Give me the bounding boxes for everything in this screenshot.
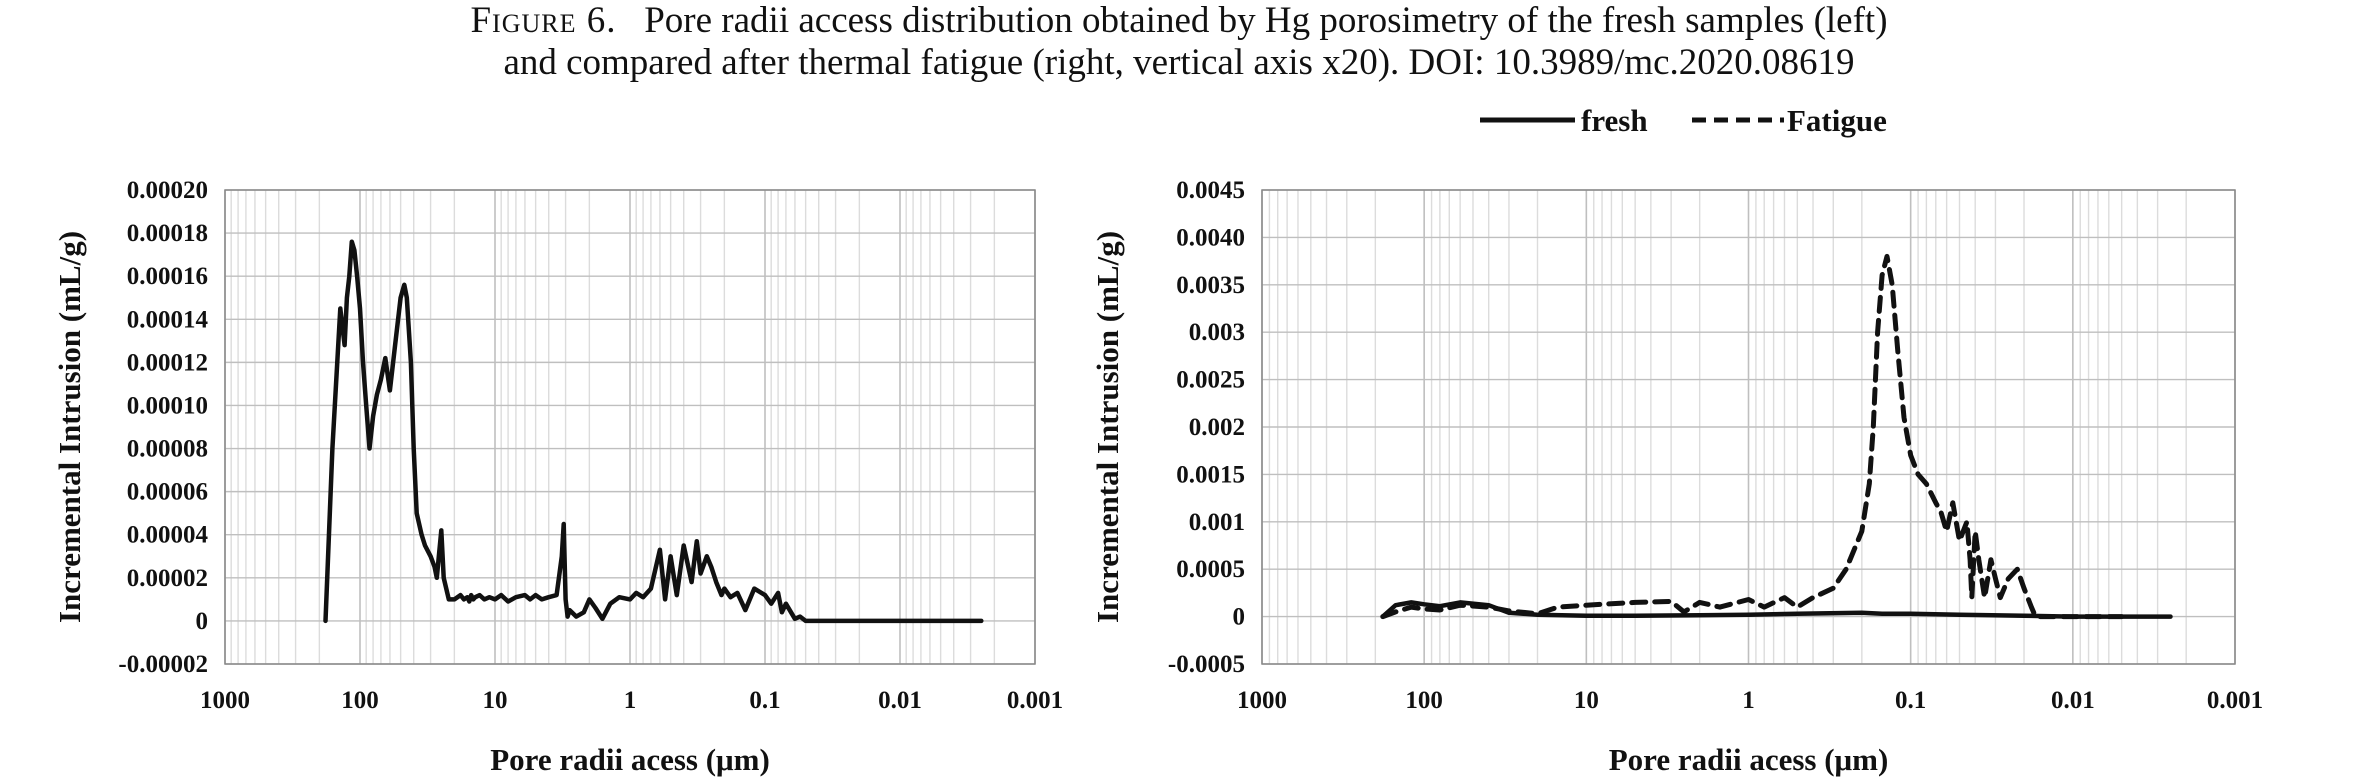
y-tick-label: 0.00018 <box>127 220 208 247</box>
right-chart: 0.0045 0.0040 0.0035 0.003 0.0025 0.002 0.0015… <box>1090 177 2263 777</box>
series-line-fatigue <box>1380 253 2125 620</box>
y-tick-label: 0.00014 <box>127 306 209 333</box>
y-tick-label: -0.0005 <box>1168 651 1245 678</box>
y-tick-label: 0.002 <box>1189 414 1245 441</box>
caption-text-2: and compared after thermal fatigue (righ… <box>503 42 1855 83</box>
x-tick-label: 10 <box>1574 687 1599 714</box>
caption-line-1: Figure 6. Pore radii access distribution… <box>0 0 2358 42</box>
y-tick-label: 0.00010 <box>127 392 208 419</box>
legend-label-fresh: fresh <box>1581 103 1648 138</box>
x-tick-label: 0.001 <box>1007 687 1063 714</box>
y-tick-label: 0.0005 <box>1176 556 1245 583</box>
y-tick-label: -0.00002 <box>118 651 208 678</box>
x-tick-label: 0.1 <box>1895 687 1926 714</box>
x-tick-label: 1000 <box>200 687 250 714</box>
y-tick-label: 0.00012 <box>127 349 208 376</box>
x-tick-label: 1 <box>1742 687 1755 714</box>
x-tick-label: 0.1 <box>749 687 780 714</box>
y-tick-label: 0.0035 <box>1176 272 1245 299</box>
series-line-fresh <box>1380 600 2173 619</box>
x-tick-label: 100 <box>1405 687 1443 714</box>
x-axis-title: Pore radii acess (μm) <box>490 742 770 777</box>
y-tick-label: 0.0040 <box>1176 224 1245 251</box>
x-tick-label: 0.001 <box>2207 687 2263 714</box>
y-tick-label: 0.0025 <box>1176 367 1245 394</box>
y-tick-label: 0.00008 <box>127 436 208 463</box>
y-tick-label: 0.00004 <box>127 522 209 549</box>
x-tick-label: 10 <box>483 687 508 714</box>
y-tick-label: 0.0045 <box>1176 177 1245 204</box>
x-tick-label: 0.01 <box>2051 687 2095 714</box>
y-axis-title: Incremental Intrusion (mL/g) <box>1090 231 1125 623</box>
plot-frame <box>224 189 1036 665</box>
y-tick-label: 0.00006 <box>127 479 208 506</box>
x-tick-label: 0.01 <box>878 687 922 714</box>
x-tick-label: 100 <box>341 687 379 714</box>
y-tick-label: 0 <box>196 608 209 635</box>
y-tick-label: 0.003 <box>1189 319 1245 346</box>
legend-label-fatigue: Fatigue <box>1787 103 1887 138</box>
plot-frame <box>1261 189 2236 665</box>
figure-caption: Figure 6. Pore radii access distribution… <box>0 0 2358 84</box>
y-tick-label: 0.00020 <box>127 177 208 204</box>
y-tick-label: 0.001 <box>1189 509 1245 536</box>
y-axis-title: Incremental Intrusion (mL/g) <box>52 231 87 623</box>
figure-label: Figure 6. <box>470 0 617 41</box>
legend: fresh Fatigue <box>1480 103 1887 138</box>
caption-text-1: Pore radii access distribution obtained … <box>644 0 1888 41</box>
series-line-data <box>323 239 984 624</box>
left-chart: 0.00020 0.00018 0.00016 0.00014 0.00012 0.000… <box>52 177 1063 777</box>
y-tick-label: 0.00016 <box>127 263 208 290</box>
y-tick-label: 0 <box>1233 604 1246 631</box>
x-tick-label: 1000 <box>1237 687 1287 714</box>
x-axis-title: Pore radii acess (μm) <box>1609 742 1889 777</box>
x-tick-label: 1 <box>624 687 637 714</box>
y-tick-label: 0.00002 <box>127 565 208 592</box>
y-tick-label: 0.0015 <box>1176 461 1245 488</box>
